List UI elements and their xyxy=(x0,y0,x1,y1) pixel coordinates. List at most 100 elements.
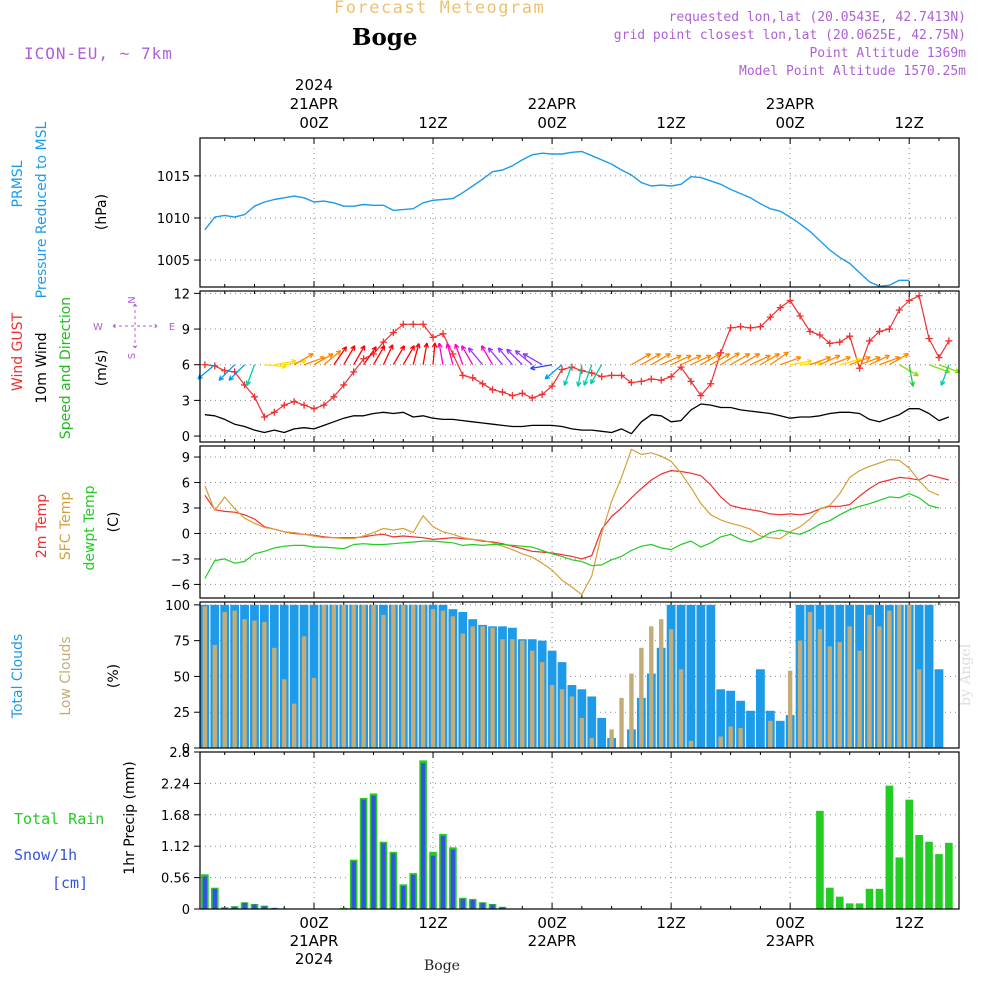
wind-gust-marker xyxy=(925,335,933,343)
wind-gust-marker xyxy=(439,330,447,338)
low-cloud-bar xyxy=(331,604,337,748)
wind-direction-arrow xyxy=(353,345,366,366)
wind-direction-arrow xyxy=(544,364,563,380)
low-cloud-bar xyxy=(867,614,872,748)
snow-bar xyxy=(490,904,495,909)
rain-bar xyxy=(905,799,913,909)
wind-gust-marker xyxy=(806,327,814,335)
y-tick-label: 1010 xyxy=(157,212,190,227)
wind-direction-arrow xyxy=(641,353,661,366)
wind-direction-arrow xyxy=(467,347,484,366)
y-tick-label: 100 xyxy=(165,599,190,614)
low-cloud-bar xyxy=(807,612,813,748)
y-tick-label: 0 xyxy=(182,527,190,542)
low-cloud-bar xyxy=(639,647,644,748)
wind-direction-arrow xyxy=(245,364,256,386)
low-cloud-bar xyxy=(857,650,862,748)
time-label-top: 21APR xyxy=(290,95,339,113)
low-clouds-label: Low Clouds xyxy=(58,636,74,715)
panel-clouds: 0 25 50 75 100 xyxy=(165,599,960,757)
low-cloud-bar xyxy=(539,662,545,748)
wind-gust-marker xyxy=(766,313,774,321)
wind-gust-marker xyxy=(727,324,735,332)
wind-direction-arrow xyxy=(530,364,553,371)
total-cloud-bar xyxy=(756,669,765,748)
wind-gust-marker xyxy=(627,379,635,387)
wind-gust-marker xyxy=(498,388,506,396)
wind-direction-arrow xyxy=(690,354,712,366)
low-cloud-bar xyxy=(897,604,902,748)
low-cloud-bar xyxy=(262,622,267,748)
rain-bar xyxy=(915,834,923,909)
total-cloud-bar xyxy=(597,717,607,748)
low-cloud-bar xyxy=(817,629,823,748)
wind-gust-marker xyxy=(796,312,804,320)
snow-bar xyxy=(381,843,386,909)
snow-bar xyxy=(202,876,208,909)
low-cloud-bar xyxy=(589,737,594,748)
wind-direction-arrow xyxy=(264,363,287,370)
time-label-bottom: 00Z xyxy=(299,914,328,932)
total-cloud-bar xyxy=(279,604,289,748)
y-tick-label: 9 xyxy=(182,323,190,338)
total-cloud-bar xyxy=(706,604,716,748)
rain-bar xyxy=(826,887,834,909)
total-cloud-bar xyxy=(934,669,944,748)
total-cloud-bar xyxy=(309,604,319,748)
total-cloud-bar xyxy=(587,696,597,748)
wind-direction-arrow xyxy=(740,353,761,366)
wind-gust-marker xyxy=(419,320,427,328)
wind-gust-marker xyxy=(687,377,695,385)
clouds-unit-label: (%) xyxy=(106,664,122,688)
y-tick-label: 75 xyxy=(173,635,190,650)
rain-bar xyxy=(845,903,854,909)
snow-bar xyxy=(460,898,465,909)
wind-direction-arrow xyxy=(869,354,890,366)
low-cloud-bar xyxy=(847,626,852,748)
wind-gust-marker xyxy=(697,392,705,400)
snow-unit-legend: [cm] xyxy=(52,874,88,892)
wind-gust-marker xyxy=(260,413,268,421)
temp-2m-line xyxy=(204,470,950,560)
total-cloud-bar xyxy=(696,604,706,748)
panel-temperature: −6 −3 0 3 6 9 xyxy=(171,445,960,599)
wind-direction-arrow xyxy=(431,342,438,365)
time-label-top: 2024 xyxy=(295,76,333,94)
wind-gust-marker xyxy=(290,398,298,406)
point-altitude: Point Altitude 1369m xyxy=(809,46,966,61)
wind-gust-marker xyxy=(558,365,566,373)
wind-gust-marker xyxy=(360,355,368,363)
snow-bar xyxy=(420,763,426,909)
snow-legend: Snow/1h xyxy=(14,846,77,864)
time-label-top: 00Z xyxy=(299,114,328,132)
wind-gust-marker xyxy=(508,392,516,400)
wind-unit-label: (m/s) xyxy=(94,350,110,387)
low-cloud-bar xyxy=(510,639,515,748)
total-cloud-bar xyxy=(746,710,755,748)
compass-west-label: W xyxy=(93,322,103,333)
wind-gust-label: Wind GUST xyxy=(10,312,26,391)
grid-point-coordinates: grid point closest lon,lat (20.0625E, 42… xyxy=(613,28,966,43)
footer-location: Boge xyxy=(424,958,460,974)
low-cloud-bar xyxy=(649,626,654,748)
wind-direction-arrow xyxy=(313,353,334,366)
rain-bar xyxy=(945,842,953,909)
low-cloud-bar xyxy=(381,614,386,748)
y-tick-label: 2.8 xyxy=(169,746,190,761)
low-cloud-bar xyxy=(242,619,247,748)
low-cloud-bar xyxy=(787,670,793,748)
y-tick-label: 3 xyxy=(182,502,190,517)
snow-bar xyxy=(430,855,436,909)
wind-gust-marker xyxy=(479,380,487,388)
requested-coordinates: requested lon,lat (20.0543E, 42.7413N) xyxy=(668,10,966,25)
y-tick-label: 0.56 xyxy=(161,872,190,887)
wind-direction-arrow xyxy=(402,345,415,366)
rain-bar xyxy=(875,888,884,909)
y-tick-label: 0 xyxy=(182,742,190,757)
y-tick-label: 0 xyxy=(182,430,190,445)
wind-direction-arrow xyxy=(750,354,771,366)
snow-bar xyxy=(212,888,217,909)
wind-direction-label: Speed and Direction xyxy=(58,297,74,439)
temp-dewpt-label: dewpt Temp xyxy=(82,485,98,570)
pressure-short-label: PRMSL xyxy=(10,160,26,207)
